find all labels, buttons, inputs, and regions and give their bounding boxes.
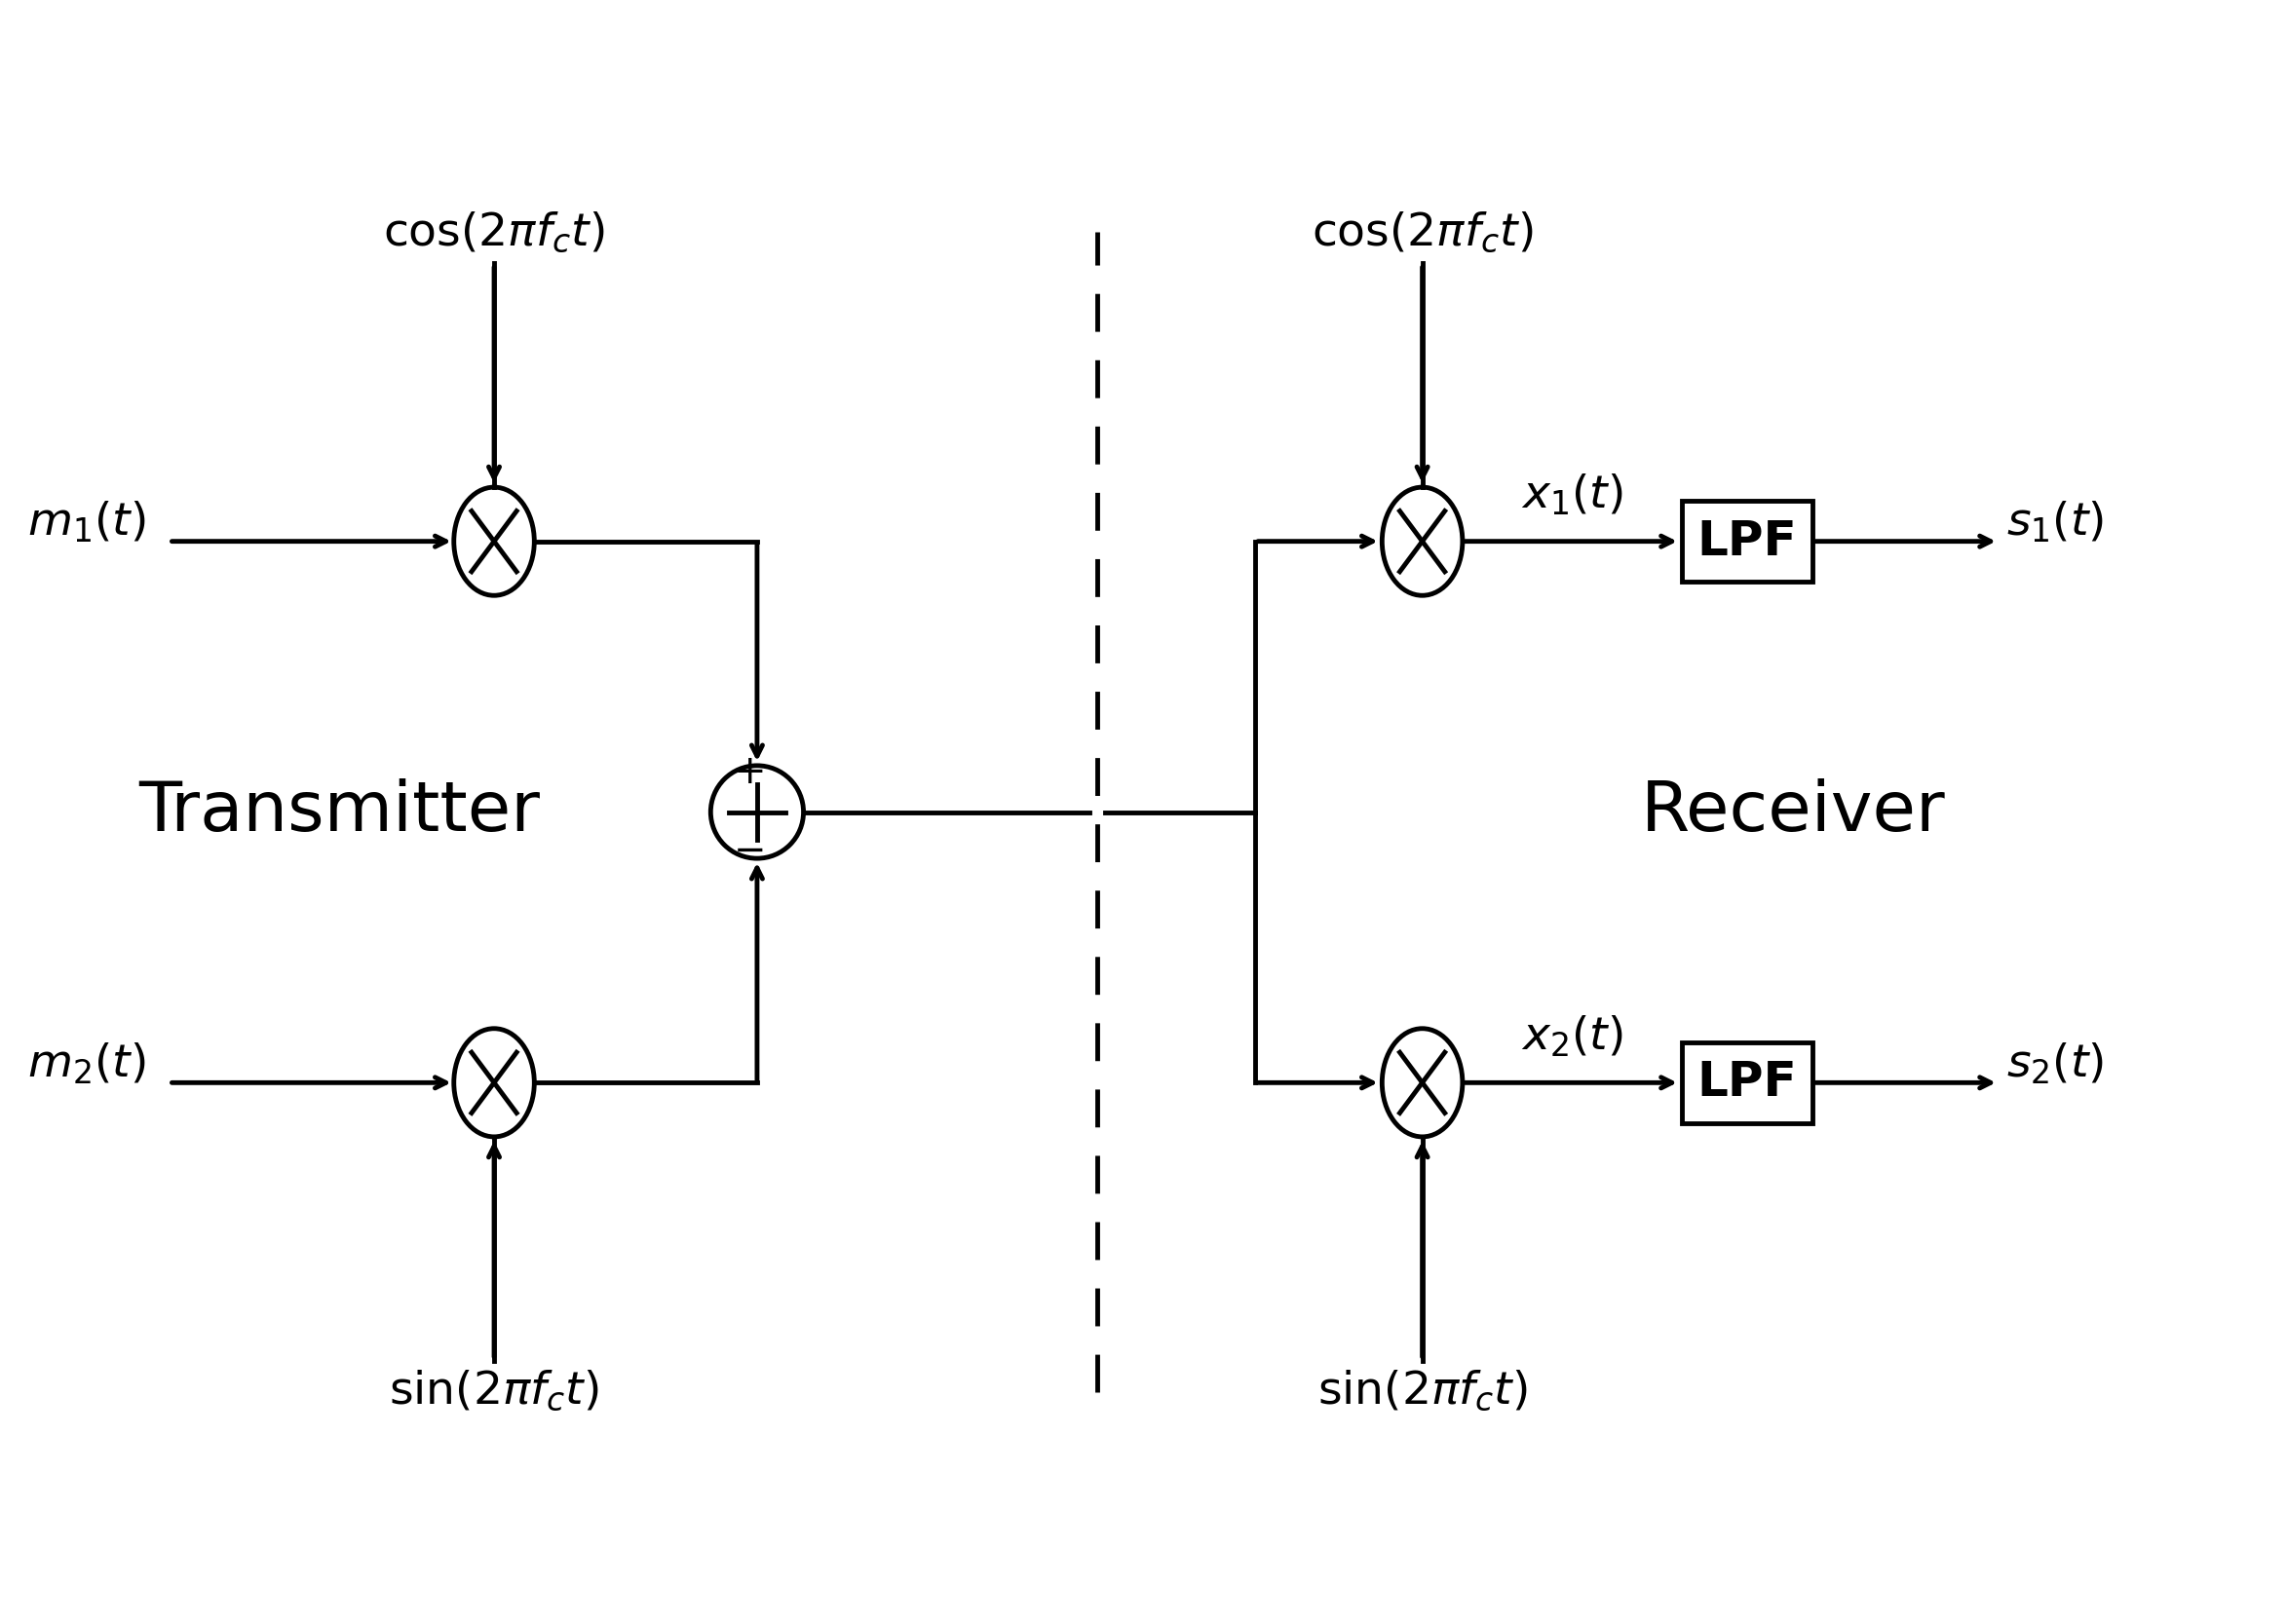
Text: Receiver: Receiver bbox=[1642, 778, 1946, 846]
Text: $\sin(2\pi f_c t)$: $\sin(2\pi f_c t)$ bbox=[1317, 1369, 1528, 1413]
Text: LPF: LPF bbox=[1697, 1059, 1798, 1106]
Text: $s_1(t)$: $s_1(t)$ bbox=[2006, 500, 2104, 546]
Text: $m_2(t)$: $m_2(t)$ bbox=[27, 1041, 146, 1086]
Text: +: + bbox=[734, 754, 766, 793]
Text: $s_2(t)$: $s_2(t)$ bbox=[2006, 1041, 2104, 1086]
Text: $x_2(t)$: $x_2(t)$ bbox=[1521, 1013, 1624, 1059]
Text: Transmitter: Transmitter bbox=[140, 778, 540, 846]
Text: LPF: LPF bbox=[1697, 518, 1798, 565]
Text: $x_1(t)$: $x_1(t)$ bbox=[1521, 473, 1624, 518]
Text: $m_1(t)$: $m_1(t)$ bbox=[27, 500, 146, 546]
Text: $\cos(2\pi f_c t)$: $\cos(2\pi f_c t)$ bbox=[1310, 211, 1532, 255]
Text: −: − bbox=[734, 831, 766, 870]
Text: $\cos(2\pi f_c t)$: $\cos(2\pi f_c t)$ bbox=[384, 211, 604, 255]
Text: $\sin(2\pi f_c t)$: $\sin(2\pi f_c t)$ bbox=[389, 1369, 599, 1413]
